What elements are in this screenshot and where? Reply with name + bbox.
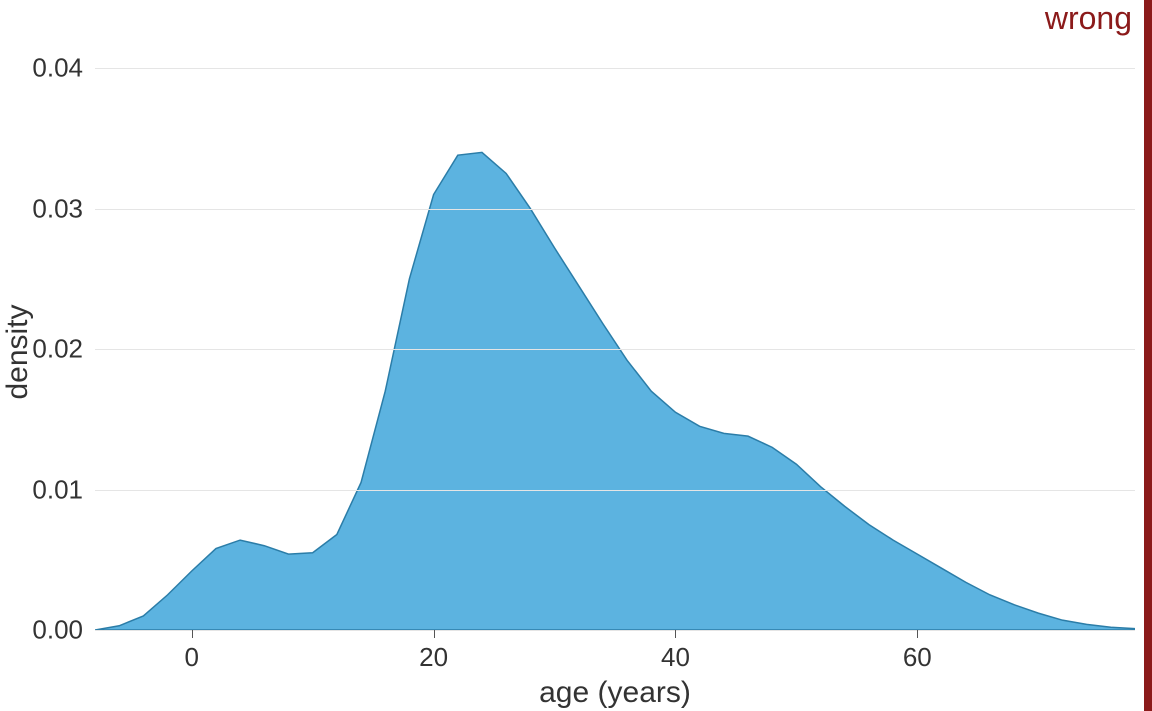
y-tick-label: 0.04 — [32, 53, 83, 84]
wrong-annotation: wrong — [1045, 0, 1132, 37]
wrong-border — [1144, 0, 1152, 711]
x-tick-label: 20 — [419, 642, 448, 673]
x-axis-title: age (years) — [95, 676, 1135, 710]
gridline — [95, 490, 1135, 491]
x-tick-label: 60 — [903, 642, 932, 673]
x-tick-label: 40 — [661, 642, 690, 673]
density-chart: 0.00 0.01 0.02 0.03 0.04 density 0 20 40 60 age… — [0, 0, 1152, 711]
y-tick-label: 0.01 — [32, 474, 83, 505]
density-curve — [95, 40, 1135, 630]
y-tick-label: 0.00 — [32, 615, 83, 646]
gridline — [95, 349, 1135, 350]
x-tick — [675, 630, 676, 638]
y-tick-label: 0.03 — [32, 193, 83, 224]
x-tick — [434, 630, 435, 638]
x-tick — [192, 630, 193, 638]
x-tick-label: 0 — [185, 642, 199, 673]
gridline — [95, 209, 1135, 210]
gridline — [95, 68, 1135, 69]
x-tick — [917, 630, 918, 638]
plot-area — [95, 40, 1135, 630]
y-tick-label: 0.02 — [32, 334, 83, 365]
y-axis-title: density — [1, 304, 35, 399]
